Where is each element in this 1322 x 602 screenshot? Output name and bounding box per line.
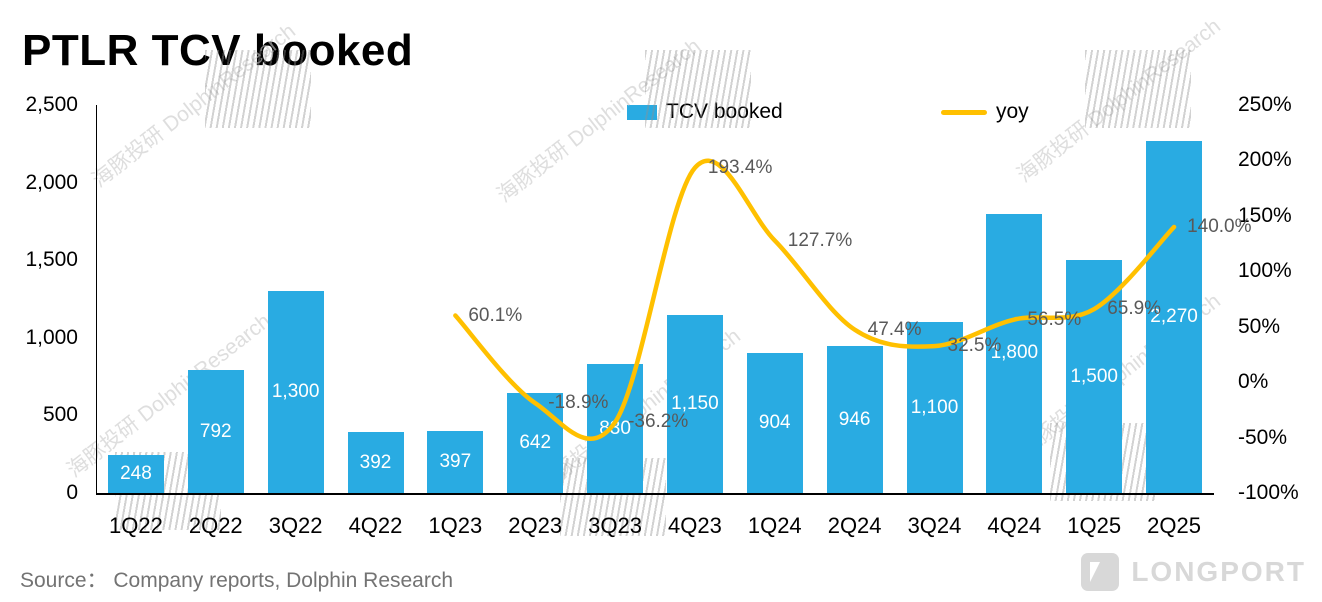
legend-item-yoy: yoy xyxy=(941,100,1029,124)
bar-value-label: 904 xyxy=(758,411,791,433)
x-axis-label: 3Q22 xyxy=(268,513,323,538)
y-axis-left-tick-label: 0 xyxy=(66,481,78,504)
yoy-value-label: 60.1% xyxy=(468,304,523,326)
x-axis-label: 2Q24 xyxy=(827,513,882,538)
x-axis-line xyxy=(96,493,1214,495)
longport-logo-text: LONGPORT xyxy=(1131,556,1306,587)
x-axis-label: 3Q24 xyxy=(907,513,962,538)
yoy-value-label: 127.7% xyxy=(787,229,853,251)
y-axis-right-tick-label: -50% xyxy=(1238,425,1288,449)
bar-value-label: 946 xyxy=(838,408,871,430)
watermark-hatch xyxy=(645,50,751,128)
y-axis-right-tick-label: 50% xyxy=(1238,314,1281,338)
tcv-bar xyxy=(267,291,324,493)
y-axis-right-tick-label: 200% xyxy=(1238,148,1292,172)
legend-bar-label: TCV booked xyxy=(666,100,783,123)
longport-logo-icon xyxy=(1081,553,1120,591)
watermark-hatch xyxy=(205,50,311,128)
yoy-value-label: 56.5% xyxy=(1027,308,1082,330)
y-axis-left-tick-label: 2,000 xyxy=(25,170,78,194)
y-axis-left-tick-label: 1,500 xyxy=(25,248,78,272)
x-axis-label: 4Q24 xyxy=(987,513,1042,538)
watermark-hatch xyxy=(1085,50,1191,128)
bar-value-label: 1,300 xyxy=(271,381,320,403)
yoy-value-label: 47.4% xyxy=(867,318,922,340)
bar-value-label: 642 xyxy=(519,432,552,454)
x-axis-label: 1Q22 xyxy=(109,513,163,538)
x-axis-label: 2Q23 xyxy=(508,513,563,538)
bar-value-label: 1,100 xyxy=(910,396,959,418)
tcv-bar xyxy=(107,454,164,493)
tcv-bar xyxy=(347,432,404,493)
bar-value-label: 392 xyxy=(359,451,392,473)
x-axis-label: 1Q24 xyxy=(747,513,802,538)
tcv-bar xyxy=(187,370,244,493)
y-axis-left-tick-label: 1,000 xyxy=(25,325,78,349)
longport-logo: LONGPORT xyxy=(1081,550,1306,594)
y-axis-left-tick-label: 2,500 xyxy=(25,93,78,116)
yoy-value-label: 140.0% xyxy=(1187,215,1252,237)
y-axis-right-tick-label: 100% xyxy=(1238,259,1292,283)
y-axis-right-tick-label: 250% xyxy=(1238,93,1292,116)
bar-value-label: 1,500 xyxy=(1070,365,1118,387)
tcv-bar xyxy=(427,431,484,493)
y-axis-line xyxy=(96,105,97,493)
x-axis-label: 2Q22 xyxy=(188,513,243,538)
bar-value-label: 792 xyxy=(199,420,232,442)
x-axis-label: 4Q23 xyxy=(668,513,722,538)
yoy-value-label: 65.9% xyxy=(1107,298,1162,320)
bar-value-label: 397 xyxy=(439,451,472,473)
yoy-value-label: 193.4% xyxy=(707,156,773,178)
y-axis-left-tick-label: 500 xyxy=(42,403,78,427)
bar-value-label: 248 xyxy=(120,462,152,484)
y-axis-right-tick-label: 150% xyxy=(1238,203,1292,227)
x-axis-label: 1Q25 xyxy=(1067,513,1122,538)
x-axis-label: 4Q22 xyxy=(348,513,403,538)
x-axis-label: 1Q23 xyxy=(428,513,483,538)
source-note: Source： Company reports, Dolphin Researc… xyxy=(20,569,454,592)
legend-line-label: yoy xyxy=(996,100,1029,123)
chart-title: PTLR TCV booked xyxy=(22,26,414,75)
legend-bar-swatch xyxy=(627,104,657,120)
x-axis-label: 3Q23 xyxy=(588,513,642,538)
yoy-value-label: -18.9% xyxy=(548,392,609,414)
yoy-value-label: 32.5% xyxy=(947,335,1002,357)
x-axis-label: 2Q25 xyxy=(1147,513,1201,538)
yoy-value-label: -36.2% xyxy=(628,411,689,433)
y-axis-right-tick-label: -100% xyxy=(1238,481,1299,504)
y-axis-right-tick-label: 0% xyxy=(1238,370,1269,394)
legend-item-tcv-booked: TCV booked xyxy=(627,100,783,124)
legend-line-swatch xyxy=(941,109,987,115)
